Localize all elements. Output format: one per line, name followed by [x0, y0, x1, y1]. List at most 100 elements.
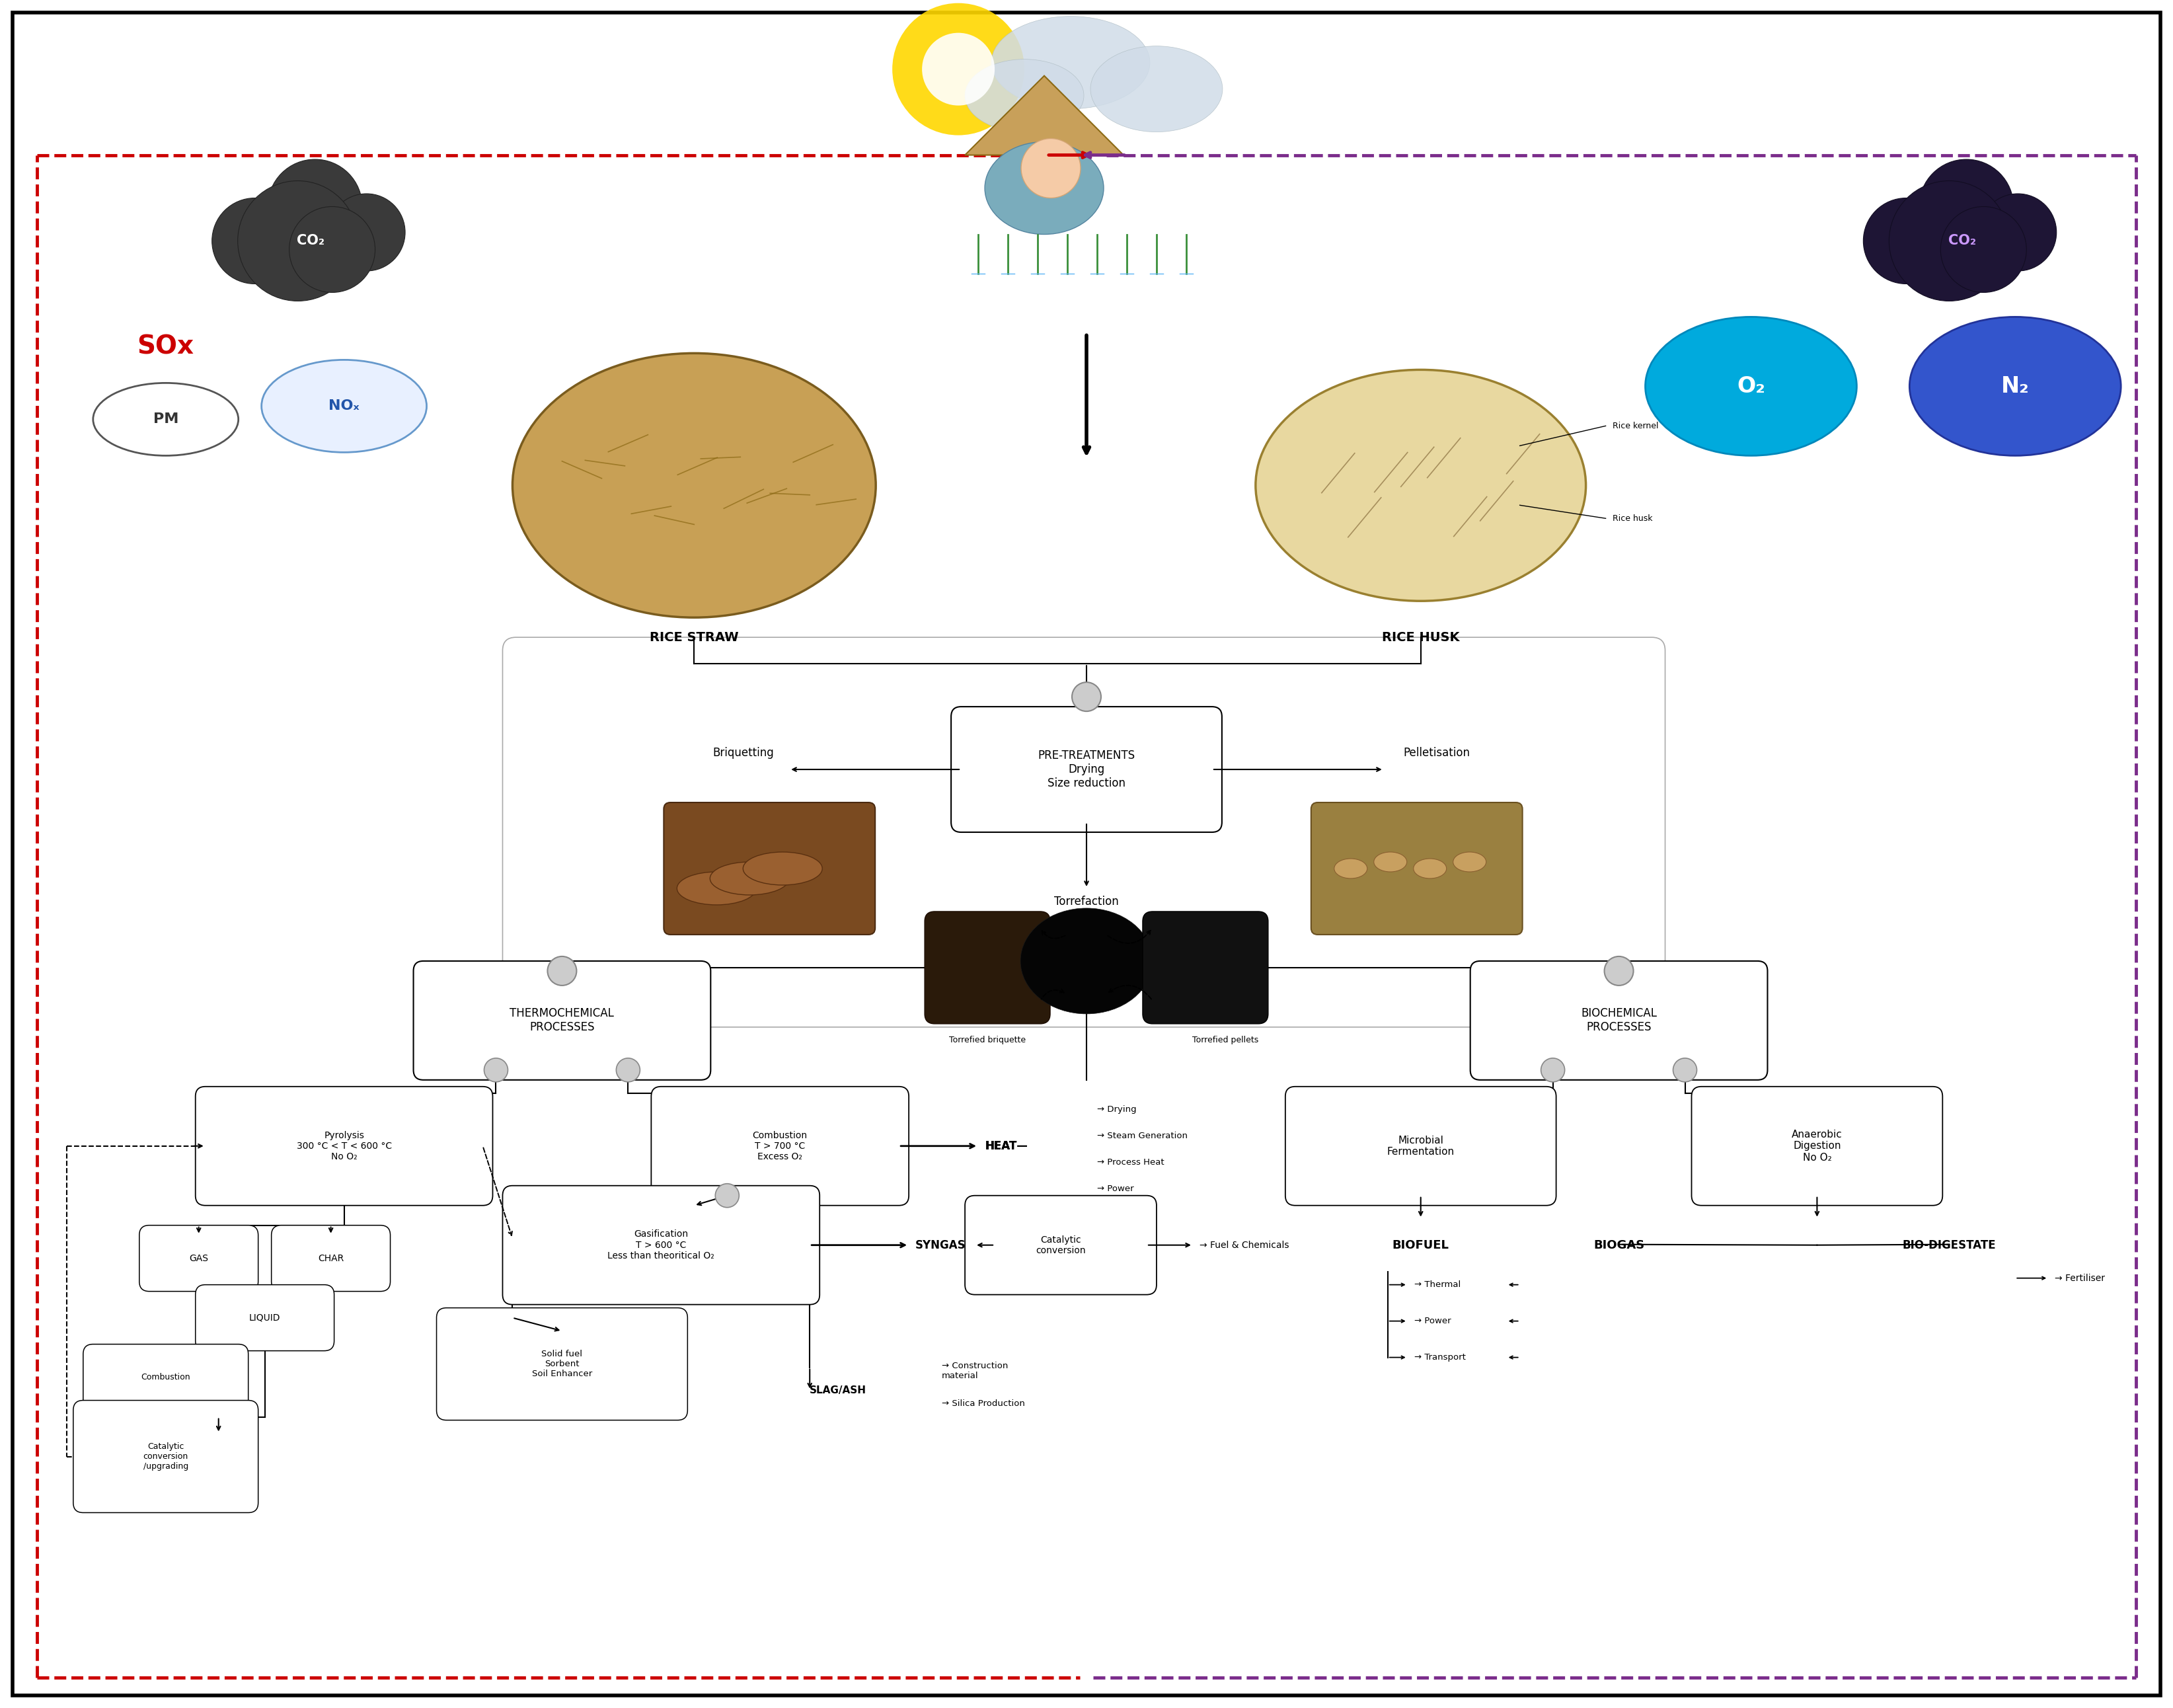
FancyBboxPatch shape: [196, 1086, 493, 1206]
Text: Solid fuel
Sorbent
Soil Enhancer: Solid fuel Sorbent Soil Enhancer: [532, 1349, 593, 1378]
Text: PM: PM: [152, 413, 178, 425]
Circle shape: [267, 159, 363, 254]
Circle shape: [548, 956, 576, 986]
Text: CO₂: CO₂: [1949, 234, 1975, 248]
FancyBboxPatch shape: [965, 1196, 1156, 1295]
Text: Microbial
Fermentation: Microbial Fermentation: [1386, 1136, 1454, 1156]
Ellipse shape: [1256, 369, 1586, 601]
Ellipse shape: [711, 863, 789, 895]
Text: → Thermal: → Thermal: [1415, 1281, 1460, 1290]
Circle shape: [921, 32, 995, 106]
Ellipse shape: [1021, 909, 1152, 1015]
FancyBboxPatch shape: [1310, 803, 1523, 934]
Text: → Fuel & Chemicals: → Fuel & Chemicals: [1199, 1240, 1289, 1250]
FancyBboxPatch shape: [1471, 962, 1767, 1079]
FancyBboxPatch shape: [83, 1344, 248, 1411]
Text: SLAG/ASH: SLAG/ASH: [811, 1385, 867, 1395]
Text: HEAT—: HEAT—: [984, 1139, 1028, 1151]
Text: O₂: O₂: [1736, 376, 1764, 398]
Circle shape: [289, 207, 376, 292]
Ellipse shape: [93, 383, 239, 456]
Text: HEAT: HEAT: [984, 1139, 1017, 1151]
FancyBboxPatch shape: [272, 1225, 391, 1291]
FancyBboxPatch shape: [1284, 1086, 1556, 1206]
Circle shape: [1071, 681, 1102, 711]
Ellipse shape: [743, 852, 821, 885]
Text: Torrefied briquette: Torrefied briquette: [950, 1037, 1026, 1045]
FancyBboxPatch shape: [413, 962, 711, 1079]
Circle shape: [617, 1059, 641, 1081]
Text: SOx: SOx: [137, 335, 193, 359]
Text: → Drying: → Drying: [1097, 1105, 1136, 1114]
FancyBboxPatch shape: [952, 707, 1221, 832]
Ellipse shape: [678, 871, 756, 905]
Text: Anaerobic
Digestion
No O₂: Anaerobic Digestion No O₂: [1793, 1129, 1843, 1163]
Circle shape: [1940, 207, 2027, 292]
FancyBboxPatch shape: [139, 1225, 259, 1291]
Ellipse shape: [1091, 46, 1223, 132]
FancyBboxPatch shape: [437, 1308, 687, 1419]
Ellipse shape: [1454, 852, 1486, 871]
FancyBboxPatch shape: [1143, 912, 1269, 1023]
Text: HEAT: HEAT: [984, 1139, 1017, 1151]
Circle shape: [1021, 138, 1080, 198]
Ellipse shape: [1645, 318, 1856, 456]
Text: Pyrolysis
300 °C < T < 600 °C
No O₂: Pyrolysis 300 °C < T < 600 °C No O₂: [296, 1131, 391, 1161]
FancyBboxPatch shape: [196, 1284, 335, 1351]
FancyBboxPatch shape: [926, 912, 1050, 1023]
Text: Rice kernel: Rice kernel: [1612, 422, 1658, 430]
Circle shape: [1673, 1059, 1697, 1081]
Text: GAS: GAS: [189, 1254, 209, 1262]
Text: BIOFUEL: BIOFUEL: [1393, 1238, 1449, 1250]
Circle shape: [237, 181, 359, 301]
FancyBboxPatch shape: [502, 637, 1665, 1027]
FancyBboxPatch shape: [74, 1401, 259, 1513]
Text: Torrefaction: Torrefaction: [1054, 895, 1119, 907]
Text: Torrefied pellets: Torrefied pellets: [1193, 1037, 1258, 1045]
Text: Pelletisation: Pelletisation: [1404, 746, 1469, 758]
Polygon shape: [965, 75, 1123, 155]
Text: Gasification
T > 600 °C
Less than theoritical O₂: Gasification T > 600 °C Less than theori…: [608, 1230, 715, 1261]
Circle shape: [328, 193, 404, 272]
Circle shape: [213, 198, 298, 284]
Ellipse shape: [991, 17, 1150, 109]
Text: → Construction
material: → Construction material: [941, 1361, 1008, 1380]
Text: Briquetting: Briquetting: [713, 746, 774, 758]
Text: BIOGAS: BIOGAS: [1593, 1238, 1645, 1250]
Ellipse shape: [1334, 859, 1367, 878]
Text: → Silica Production: → Silica Production: [941, 1399, 1026, 1407]
Text: → Transport: → Transport: [1415, 1353, 1465, 1361]
Ellipse shape: [984, 142, 1104, 234]
FancyBboxPatch shape: [502, 1185, 819, 1305]
Text: → Power: → Power: [1097, 1185, 1134, 1194]
Text: CHAR: CHAR: [317, 1254, 343, 1262]
Circle shape: [1888, 181, 2010, 301]
Text: THERMOCHEMICAL
PROCESSES: THERMOCHEMICAL PROCESSES: [511, 1008, 615, 1033]
Circle shape: [1541, 1059, 1565, 1081]
FancyBboxPatch shape: [13, 12, 2160, 1696]
Text: → Fertiliser: → Fertiliser: [2056, 1274, 2106, 1283]
Text: SYNGAS: SYNGAS: [915, 1238, 967, 1250]
Circle shape: [1604, 956, 1634, 986]
Text: Catalytic
conversion: Catalytic conversion: [1037, 1235, 1086, 1255]
Circle shape: [1919, 159, 2014, 254]
Ellipse shape: [513, 354, 876, 618]
Text: CO₂: CO₂: [298, 234, 324, 248]
FancyBboxPatch shape: [663, 803, 876, 934]
Text: Combustion
T > 700 °C
Excess O₂: Combustion T > 700 °C Excess O₂: [752, 1131, 808, 1161]
Text: → Power: → Power: [1415, 1317, 1452, 1325]
Ellipse shape: [965, 60, 1084, 132]
Circle shape: [715, 1184, 739, 1208]
Text: BIO-DIGESTATE: BIO-DIGESTATE: [1901, 1238, 1997, 1250]
Text: RICE HUSK: RICE HUSK: [1382, 630, 1460, 644]
Text: N₂: N₂: [2001, 376, 2030, 398]
Text: LIQUID: LIQUID: [250, 1313, 280, 1322]
Text: PRE-TREATMENTS
Drying
Size reduction: PRE-TREATMENTS Drying Size reduction: [1039, 750, 1134, 789]
Ellipse shape: [1373, 852, 1406, 871]
Ellipse shape: [1910, 318, 2121, 456]
Circle shape: [485, 1059, 508, 1081]
FancyBboxPatch shape: [1691, 1086, 1943, 1206]
Text: → Process Heat: → Process Heat: [1097, 1158, 1165, 1167]
Text: Catalytic
conversion
/upgrading: Catalytic conversion /upgrading: [143, 1442, 189, 1471]
Text: Rice husk: Rice husk: [1612, 514, 1651, 523]
